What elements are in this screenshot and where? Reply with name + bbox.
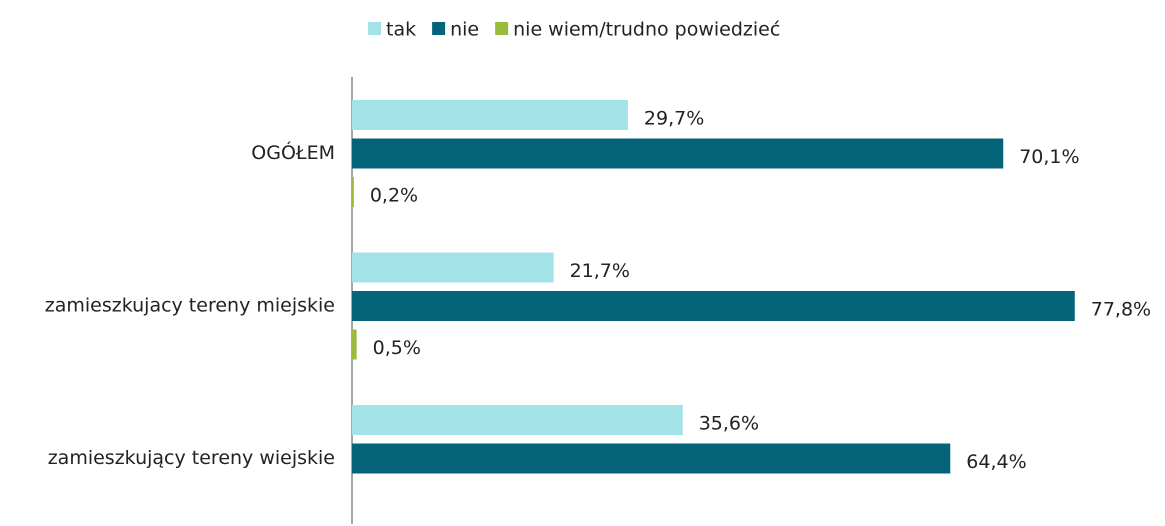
legend-label: nie [450,19,479,41]
category-label: OGÓŁEM [251,140,335,164]
bar [352,252,554,283]
value-label: 77,8% [1091,299,1151,321]
value-label: 29,7% [644,108,704,130]
legend-swatch [432,22,446,35]
legend-label: nie wiem/trudno powiedzieć [513,19,780,41]
bar [352,329,357,360]
bar [352,100,628,130]
bar [352,405,683,435]
value-label: 70,1% [1019,146,1079,168]
value-label: 0,2% [370,185,418,207]
bar [352,138,1004,169]
value-label: 35,6% [699,413,759,435]
bar [352,443,951,474]
value-label: 21,7% [570,260,630,282]
legend-swatch [368,22,381,35]
legend: tak nie nie wiem/trudno powiedzieć [368,19,780,41]
value-label: 0,5% [373,337,421,359]
bar [352,177,354,207]
category-label: zamieszkujacy tereny miejskie [45,295,335,317]
legend-label: tak [386,19,416,41]
category-label: zamieszkujący tereny wiejskie [48,447,335,469]
bar [352,291,1075,321]
value-label: 64,4% [966,451,1026,473]
legend-swatch [495,22,509,35]
